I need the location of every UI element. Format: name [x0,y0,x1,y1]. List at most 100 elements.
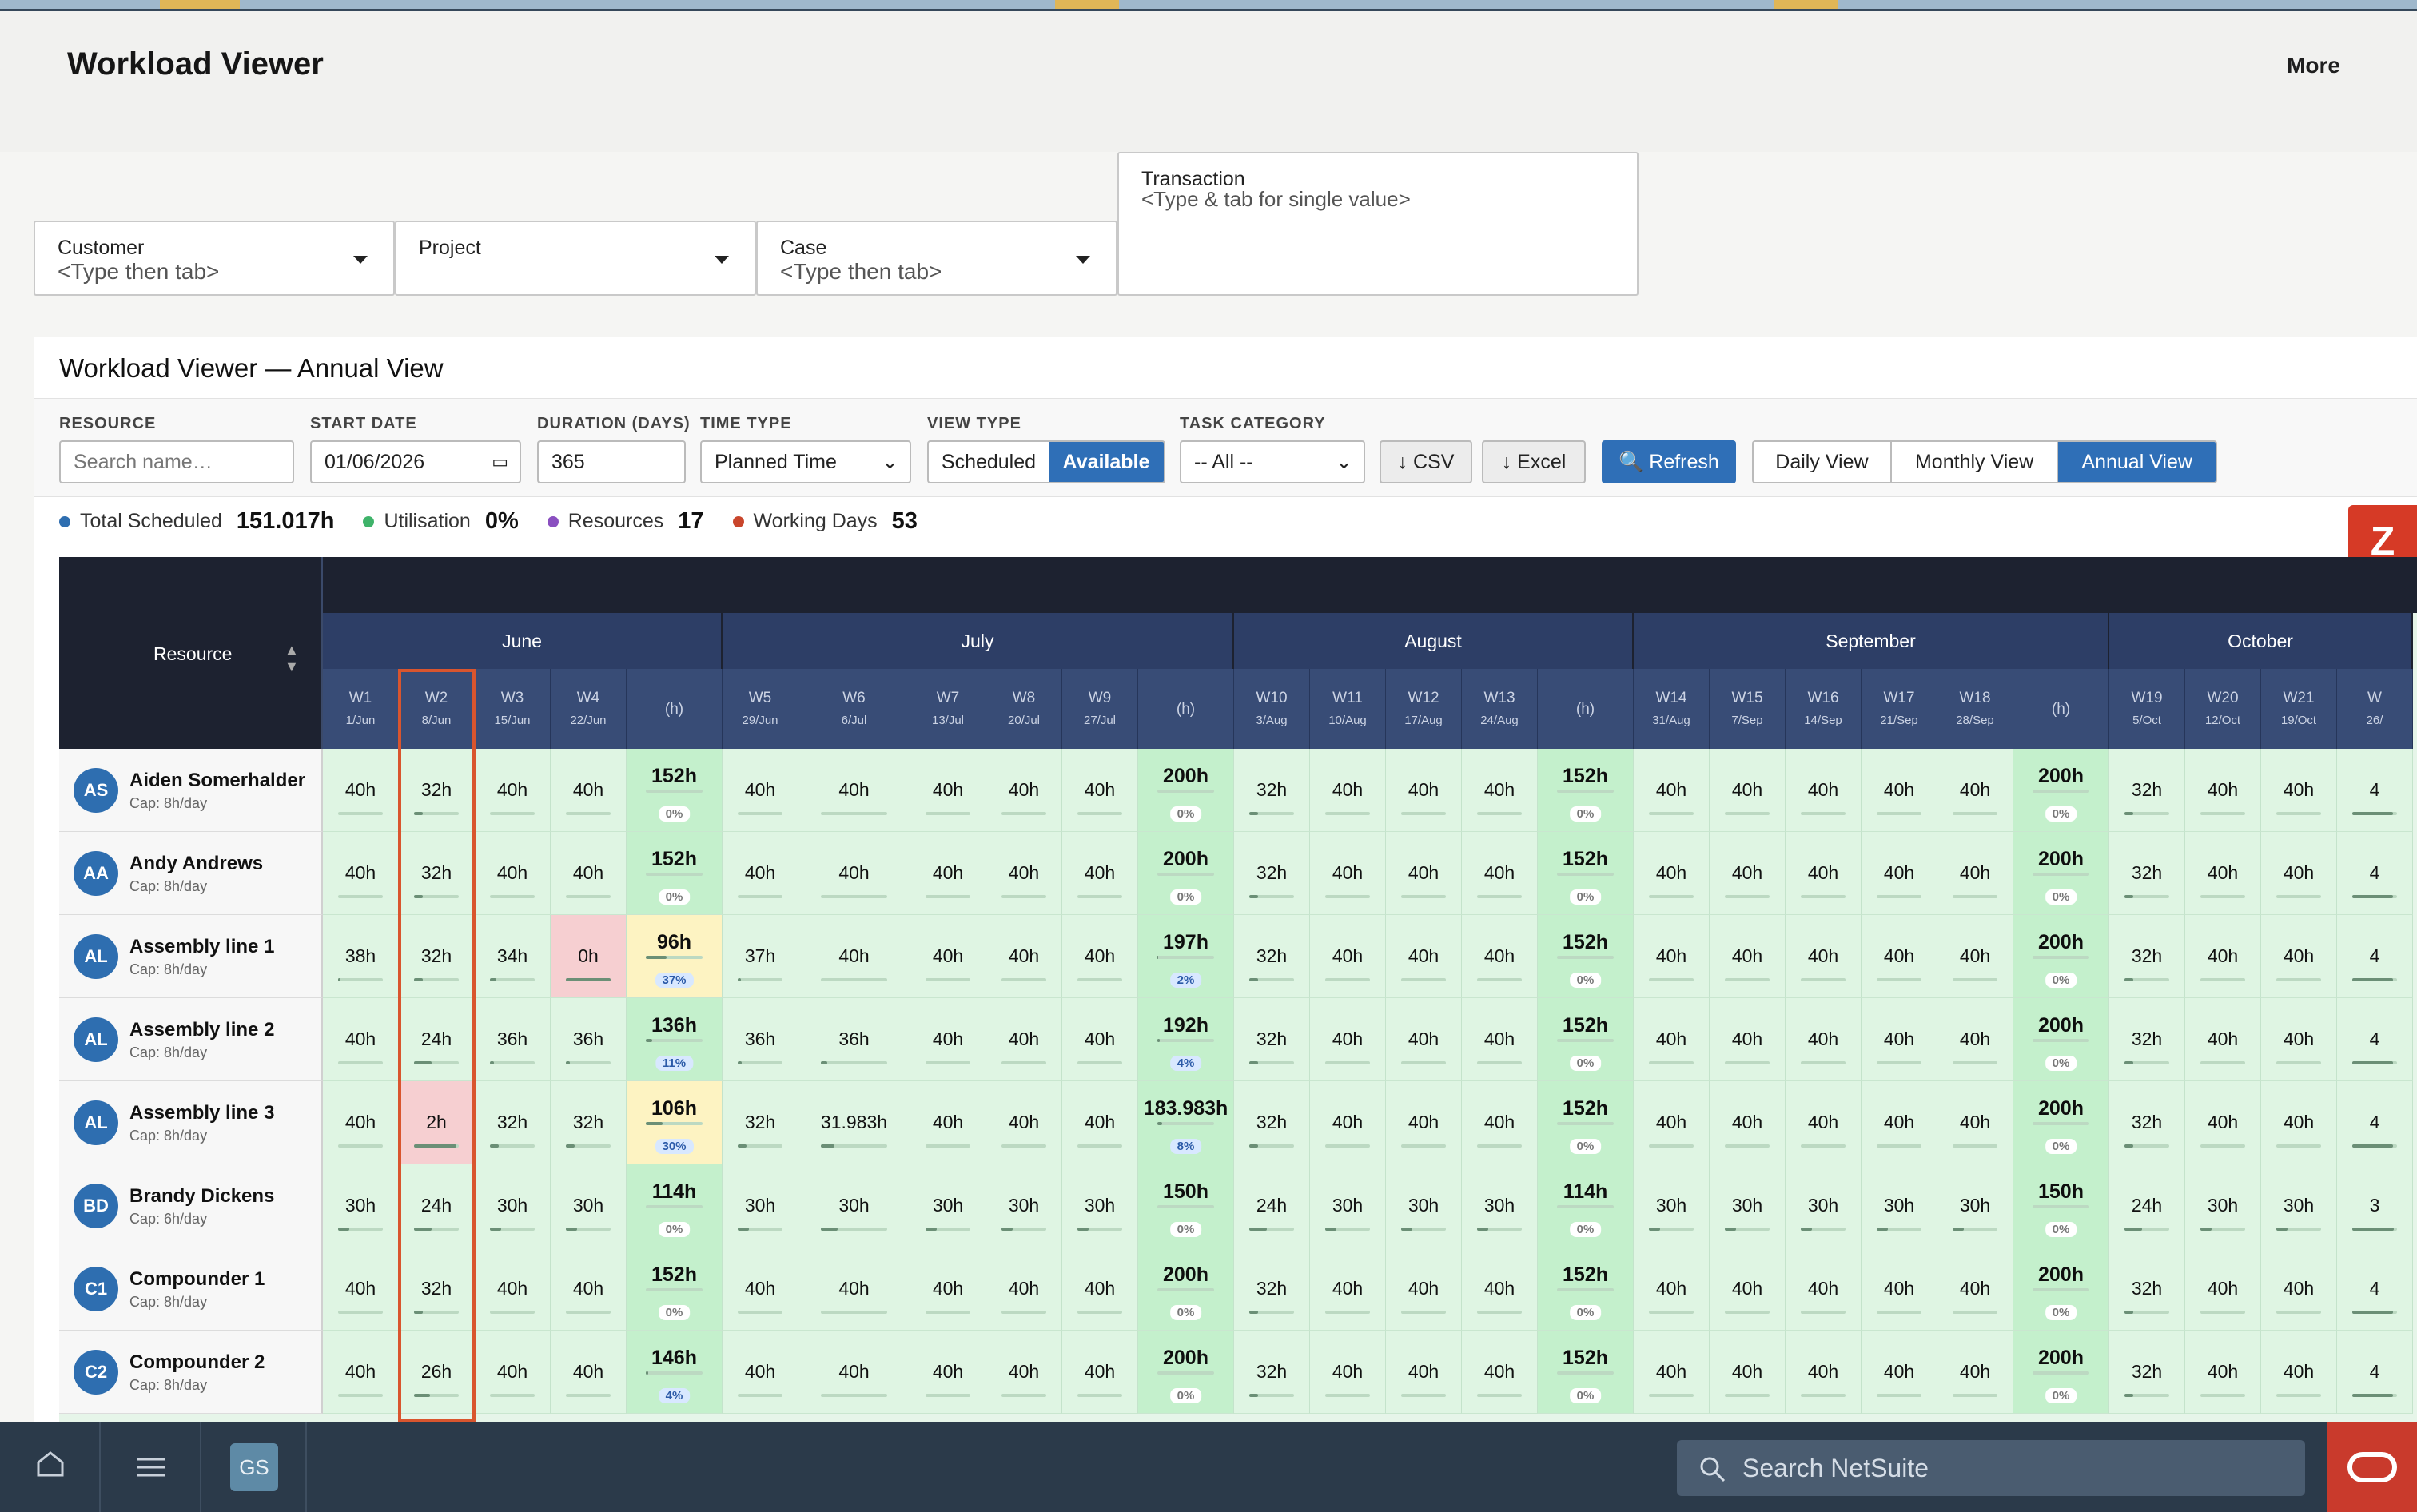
scheduled-option[interactable]: Scheduled [941,451,1037,473]
week-cell[interactable]: 32h [2109,832,2185,915]
month-total-cell[interactable]: 152h 0% [1538,915,1634,998]
week-cell[interactable]: 40h [475,1331,551,1414]
week-cell[interactable]: 4 [2337,915,2413,998]
resource-row-header[interactable]: AL Assembly line 1 Cap: 8h/day [59,915,323,998]
more-menu[interactable]: More [2287,53,2340,78]
week-cell[interactable]: 40h [1710,1331,1786,1414]
week-cell[interactable]: 40h [1862,1331,1937,1414]
month-total-cell[interactable]: 200h 0% [2013,1247,2109,1331]
week-cell[interactable]: 40h [1786,1081,1862,1164]
oracle-button[interactable] [2327,1422,2417,1512]
week-cell[interactable]: 40h [910,1081,986,1164]
week-cell[interactable]: 40h [1634,998,1710,1081]
week-cell[interactable]: 40h [1310,915,1386,998]
available-option[interactable]: Available [1048,442,1164,482]
week-cell[interactable]: 24h [2109,1164,2185,1247]
week-cell[interactable]: 40h [1462,749,1538,832]
week-cell[interactable]: 4 [2337,749,2413,832]
week-cell[interactable]: 40h [1462,1081,1538,1164]
resource-search-input[interactable]: Search name… [59,440,294,483]
month-total-cell[interactable]: 200h 0% [2013,1081,2109,1164]
week-cell[interactable]: 40h [475,749,551,832]
week-cell[interactable]: 40h [1062,1081,1138,1164]
week-cell[interactable]: 40h [1937,749,2013,832]
week-cell[interactable]: 36h [551,998,627,1081]
week-cell[interactable]: 40h [551,832,627,915]
week-cell[interactable]: 24h [399,1164,475,1247]
week-cell[interactable]: 4 [2337,832,2413,915]
netsuite-search-input[interactable]: Search NetSuite [1677,1440,2305,1496]
week-cell[interactable]: 40h [2185,998,2261,1081]
week-cell[interactable]: 40h [1710,832,1786,915]
week-cell[interactable]: 32h [2109,1081,2185,1164]
month-total-cell[interactable]: 200h 0% [1138,832,1234,915]
week-cell[interactable]: 40h [1310,1331,1386,1414]
month-total-cell[interactable]: 96h 37% [627,915,723,998]
week-cell[interactable]: 40h [1862,1247,1937,1331]
week-cell[interactable]: 40h [1862,832,1937,915]
week-cell[interactable]: 40h [1786,915,1862,998]
week-cell[interactable]: 40h [798,749,910,832]
week-cell[interactable]: 32h [2109,749,2185,832]
week-cell[interactable]: 40h [475,1247,551,1331]
week-cell[interactable]: 40h [323,1081,399,1164]
month-total-cell[interactable]: 183.983h 8% [1138,1081,1234,1164]
resource-row-header[interactable]: C2 Compounder 2 Cap: 8h/day [59,1331,323,1414]
week-cell[interactable]: 40h [1634,832,1710,915]
project-filter[interactable]: Project [395,221,756,296]
week-cell[interactable]: 32h [551,1081,627,1164]
week-cell[interactable]: 40h [1062,749,1138,832]
month-total-cell[interactable]: 114h 0% [1538,1164,1634,1247]
month-total-cell[interactable]: 200h 0% [1138,749,1234,832]
week-cell[interactable]: 40h [1062,1247,1138,1331]
week-cell[interactable]: 40h [1386,832,1462,915]
week-cell[interactable]: 40h [986,749,1062,832]
month-total-cell[interactable]: 152h 0% [627,832,723,915]
week-cell[interactable]: 40h [798,832,910,915]
week-cell[interactable]: 30h [1937,1164,2013,1247]
week-cell[interactable]: 30h [2185,1164,2261,1247]
week-cell[interactable]: 40h [1786,749,1862,832]
week-cell[interactable]: 40h [1862,915,1937,998]
week-cell[interactable]: 32h [1234,832,1310,915]
week-cell[interactable]: 40h [1710,998,1786,1081]
week-cell[interactable]: 40h [986,832,1062,915]
home-button[interactable] [0,1422,101,1512]
week-cell[interactable]: 40h [1310,832,1386,915]
week-cell[interactable]: 4 [2337,998,2413,1081]
week-cell[interactable]: 40h [1386,1331,1462,1414]
chevron-down-icon[interactable] [1076,256,1090,264]
week-cell[interactable]: 40h [1937,1247,2013,1331]
week-cell[interactable]: 32h [475,1081,551,1164]
month-total-cell[interactable]: 200h 0% [1138,1247,1234,1331]
month-total-cell[interactable]: 200h 0% [2013,832,2109,915]
week-cell[interactable]: 40h [1786,1331,1862,1414]
week-cell[interactable]: 40h [1937,998,2013,1081]
week-cell[interactable]: 40h [1786,1247,1862,1331]
customer-filter[interactable]: Customer <Type then tab> [34,221,395,296]
month-total-cell[interactable]: 200h 0% [2013,1331,2109,1414]
month-total-cell[interactable]: 200h 0% [2013,998,2109,1081]
week-cell[interactable]: 40h [1386,1081,1462,1164]
chevron-down-icon[interactable] [715,256,729,264]
week-cell[interactable]: 40h [1062,1331,1138,1414]
resource-row-header[interactable]: C1 Compounder 1 Cap: 8h/day [59,1247,323,1331]
month-total-cell[interactable]: 150h 0% [2013,1164,2109,1247]
week-cell[interactable]: 30h [1062,1164,1138,1247]
week-cell[interactable]: 40h [910,1331,986,1414]
week-cell[interactable]: 40h [1062,998,1138,1081]
week-cell[interactable]: 30h [323,1164,399,1247]
week-cell[interactable]: 30h [1634,1164,1710,1247]
month-total-cell[interactable]: 152h 0% [1538,1247,1634,1331]
week-cell[interactable]: 30h [1862,1164,1937,1247]
chevron-down-icon[interactable] [353,256,368,264]
week-cell[interactable]: 40h [323,749,399,832]
week-cell[interactable]: 40h [986,915,1062,998]
week-cell[interactable]: 40h [475,832,551,915]
week-cell[interactable]: 30h [1786,1164,1862,1247]
resource-row-header[interactable]: AS Aiden Somerhalder Cap: 8h/day [59,749,323,832]
week-cell[interactable]: 40h [723,832,798,915]
month-total-cell[interactable]: 106h 30% [627,1081,723,1164]
week-cell[interactable]: 40h [551,1247,627,1331]
week-cell[interactable]: 4 [2337,1331,2413,1414]
